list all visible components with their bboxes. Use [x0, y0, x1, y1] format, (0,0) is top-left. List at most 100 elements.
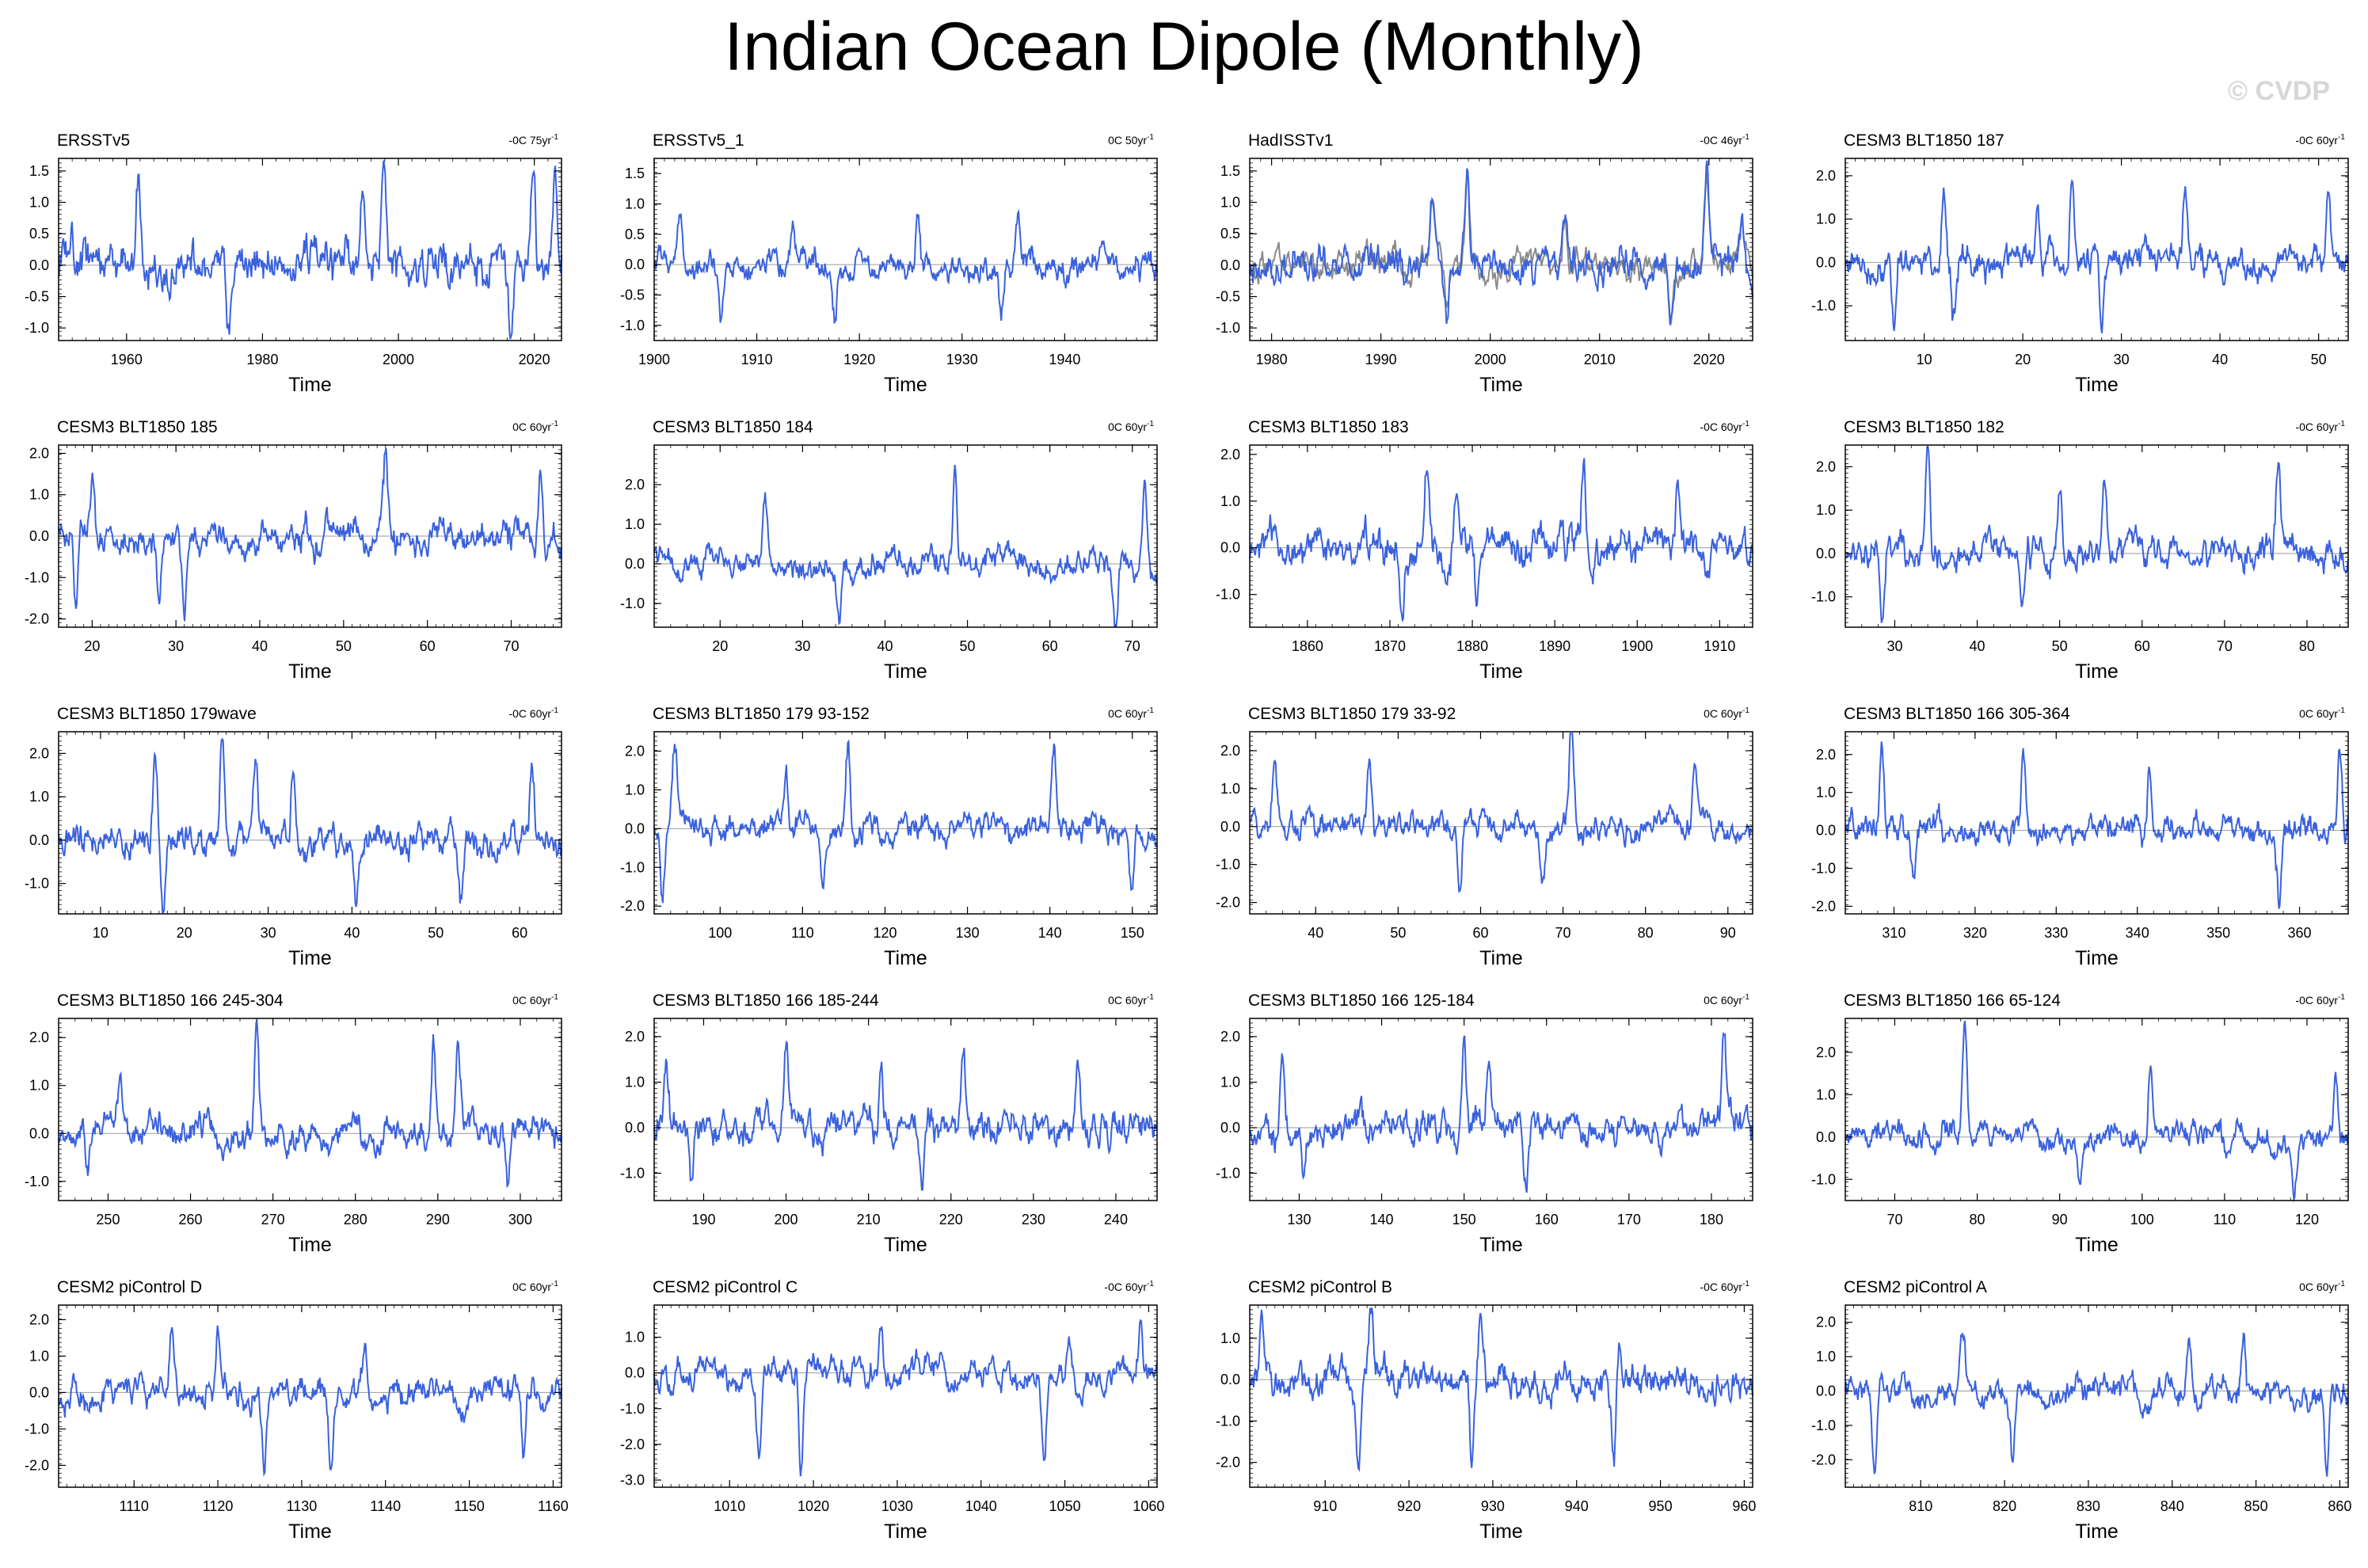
- panel-11: CESM3 BLT1850 179 33-92 0C 60yr-1 2.0 1.0 0.…: [1216, 705, 1753, 969]
- x-axis-label: Time: [884, 1520, 927, 1543]
- trend-label: -0C 75yr-1: [508, 133, 558, 147]
- trend-label: -0C 60yr-1: [2295, 133, 2345, 147]
- series-line: [653, 739, 1158, 904]
- x-tick-label: 30: [261, 925, 276, 941]
- x-tick-label: 130: [1287, 1212, 1311, 1227]
- panel-title: CESM3 BLT1850 166 305-364: [1844, 705, 2070, 723]
- y-tick-label: -2.0: [1811, 898, 1836, 914]
- x-tick-label: 1890: [1539, 638, 1570, 654]
- y-tick-label: -1.0: [25, 320, 49, 336]
- x-tick-label: 940: [1565, 1498, 1589, 1514]
- x-tick-label: 40: [252, 638, 268, 654]
- x-tick-label: 950: [1649, 1498, 1673, 1514]
- trend-unit: -1: [2338, 706, 2345, 715]
- series-line: [653, 1040, 1158, 1191]
- x-axis-label: Time: [288, 1520, 332, 1543]
- y-tick-label: 0.0: [1220, 1372, 1240, 1387]
- x-tick-label: 70: [1125, 638, 1140, 654]
- x-tick-label: 50: [428, 925, 444, 941]
- y-tick-label: 0.0: [1220, 540, 1240, 556]
- panel-title: CESM3 BLT1850 185: [57, 418, 218, 436]
- x-tick-label: 70: [1555, 925, 1571, 941]
- trend-unit: -1: [551, 706, 558, 715]
- panel-title: CESM3 BLT1850 182: [1844, 418, 2004, 436]
- x-tick-label: 1910: [741, 352, 773, 367]
- x-tick-label: 1160: [538, 1498, 569, 1514]
- x-tick-label: 2000: [383, 352, 414, 367]
- x-tick-label: 1060: [1133, 1498, 1164, 1514]
- x-axis-label: Time: [1479, 947, 1523, 969]
- x-tick-label: 300: [508, 1212, 532, 1227]
- trend-unit: -1: [2338, 420, 2345, 428]
- y-tick-label: 1.0: [625, 516, 645, 532]
- series-line: [1845, 1020, 2349, 1203]
- x-axis-label: Time: [2075, 374, 2119, 396]
- trend-unit: -1: [2338, 993, 2345, 1002]
- y-tick-label: 1.0: [29, 195, 49, 211]
- x-axis-label: Time: [1479, 1520, 1523, 1543]
- trend-unit: -1: [1742, 133, 1749, 142]
- x-tick-label: 40: [877, 638, 893, 654]
- x-tick-label: 1990: [1365, 352, 1397, 367]
- plot-frame: [1845, 444, 2349, 628]
- x-tick-label: 1870: [1374, 638, 1406, 654]
- x-tick-label: 1020: [798, 1498, 829, 1514]
- y-tick-label: 2.0: [1816, 168, 1836, 184]
- y-tick-label: 0.0: [1816, 1129, 1836, 1145]
- series-line: [1845, 1332, 2349, 1477]
- trend-label: 0C 60yr-1: [2299, 706, 2345, 720]
- x-tick-label: 30: [168, 638, 184, 654]
- plot-frame: [1845, 158, 2349, 341]
- series-line: [58, 1325, 562, 1477]
- trend-label: -0C 46yr-1: [1700, 133, 1749, 147]
- y-tick-label: 2.0: [29, 445, 49, 461]
- plot-frame: [653, 731, 1158, 915]
- panel-13: CESM3 BLT1850 166 245-304 0C 60yr-1 2.0 1.0…: [25, 991, 562, 1256]
- y-tick-label: 0.5: [1220, 226, 1240, 242]
- series-line: [1249, 160, 1753, 325]
- y-tick-label: 1.0: [625, 782, 645, 797]
- panel-14: CESM3 BLT1850 166 185-244 0C 60yr-1 2.0 1.0…: [620, 991, 1158, 1256]
- trend-unit: -1: [2338, 133, 2345, 142]
- x-tick-label: 2020: [1693, 352, 1725, 367]
- x-tick-label: 1920: [843, 352, 875, 367]
- y-tick-label: 1.0: [1816, 502, 1836, 518]
- y-tick-label: -1.0: [25, 876, 49, 892]
- y-tick-label: 2.0: [625, 743, 645, 759]
- y-tick-label: 1.0: [1220, 195, 1240, 211]
- y-tick-label: 0.0: [1816, 823, 1836, 839]
- x-tick-label: 260: [179, 1212, 203, 1227]
- plot-frame: [1249, 1304, 1753, 1488]
- x-tick-label: 310: [1882, 925, 1905, 941]
- x-tick-label: 1980: [1256, 352, 1288, 367]
- x-tick-label: 90: [1720, 925, 1736, 941]
- x-tick-label: 1900: [1621, 638, 1653, 654]
- y-tick-label: 2.0: [1816, 1315, 1836, 1330]
- panel-title: CESM3 BLT1850 187: [1844, 131, 2004, 150]
- y-tick-label: -1.0: [25, 1174, 49, 1189]
- y-tick-label: -1.0: [1216, 857, 1240, 873]
- y-tick-label: -0.5: [620, 287, 645, 303]
- series-line: [1249, 458, 1753, 622]
- x-tick-label: 810: [1909, 1498, 1932, 1514]
- series-line: [1249, 733, 1753, 893]
- x-axis-label: Time: [288, 374, 332, 396]
- x-tick-label: 210: [857, 1212, 881, 1227]
- y-tick-label: 0.0: [625, 1120, 645, 1136]
- plot-frame: [58, 731, 562, 915]
- x-tick-label: 60: [1042, 638, 1058, 654]
- x-tick-label: 1930: [946, 352, 978, 367]
- y-tick-label: 1.0: [1816, 1349, 1836, 1364]
- panel-title: CESM3 BLT1850 179 93-152: [653, 705, 870, 723]
- y-tick-label: 2.0: [1816, 747, 1836, 763]
- plot-frame: [58, 1018, 562, 1201]
- panel-2: ERSSTv5_1 0C 50yr-1 1.5 1.0 0.5 0.0 -0.5 -1.0 19…: [620, 131, 1158, 396]
- x-tick-label: 70: [1886, 1212, 1902, 1227]
- x-tick-label: 110: [2214, 1212, 2237, 1227]
- x-axis-label: Time: [2075, 1520, 2119, 1543]
- x-tick-label: 50: [1390, 925, 1406, 941]
- panel-16: CESM3 BLT1850 166 65-124 -0C 60yr-1 2.0 1.0…: [1811, 991, 2349, 1256]
- x-tick-label: 240: [1104, 1212, 1128, 1227]
- x-tick-label: 1940: [1049, 352, 1080, 367]
- series-line: [58, 1018, 562, 1189]
